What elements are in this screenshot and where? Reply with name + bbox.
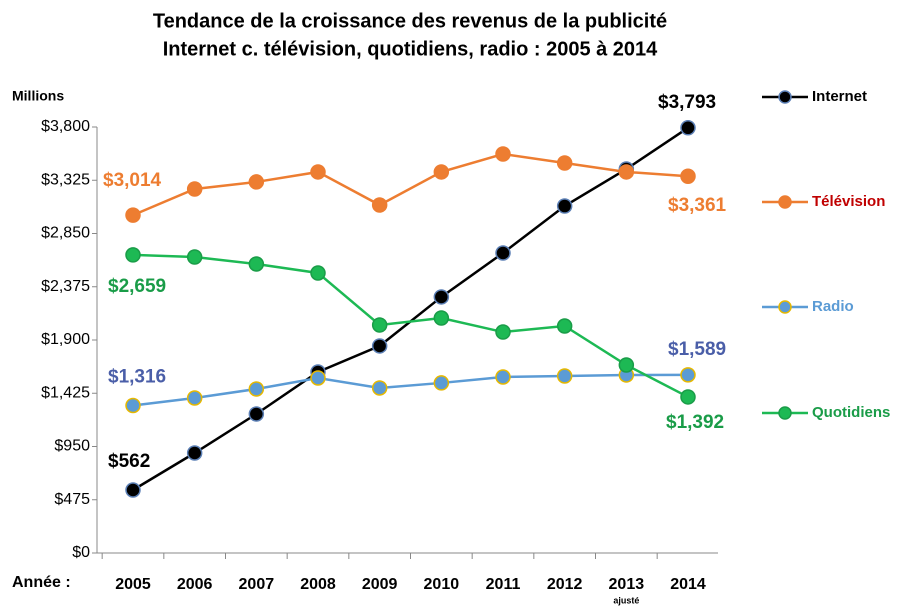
x-tick-label: 2012: [547, 576, 583, 593]
series-line: [132, 152, 689, 217]
data-point: [310, 370, 326, 386]
x-axis-label: Année :: [12, 574, 71, 591]
x-tick-label: 2009: [362, 576, 398, 593]
data-point: [371, 317, 388, 333]
chart-title: Tendance de la croissance des revenus de…: [153, 10, 667, 32]
data-point: [310, 265, 326, 281]
data-point: [618, 164, 635, 180]
data-point: [125, 207, 141, 223]
data-point: [495, 369, 511, 385]
data-point: [433, 375, 450, 391]
data-point: [495, 245, 511, 261]
legend-marker: [778, 90, 792, 104]
data-label: $2,659: [108, 276, 166, 297]
y-axis-label: Millions: [12, 88, 64, 104]
x-tick-label: 2007: [239, 576, 275, 593]
data-point: [186, 249, 203, 265]
x-tick-label: 2013: [609, 576, 645, 593]
data-label: $3,793: [658, 92, 716, 113]
data-point: [371, 380, 388, 396]
x-tick-label: 2014: [670, 576, 706, 593]
x-tick-label: 2006: [177, 576, 213, 593]
data-point: [680, 168, 696, 184]
series-line: [132, 373, 689, 407]
x-tick-label: 2005: [115, 576, 151, 593]
data-point: [125, 397, 141, 414]
data-point: [310, 164, 326, 180]
data-label: $1,392: [666, 412, 724, 433]
legend-label: Radio: [812, 298, 854, 315]
y-tick-label: $0: [72, 544, 90, 561]
data-point: [125, 482, 141, 498]
data-point: [248, 256, 265, 272]
data-point: [371, 197, 388, 213]
x-tick-label: 2011: [486, 576, 521, 593]
data-label: $3,014: [103, 170, 162, 191]
legend-marker: [778, 300, 792, 314]
legend-label: Télévision: [812, 193, 885, 210]
legend-label: Quotidiens: [812, 404, 890, 421]
data-point: [618, 357, 635, 373]
y-tick-label: $950: [54, 438, 90, 455]
data-point: [556, 198, 573, 214]
data-point: [433, 164, 450, 180]
y-tick-label: $3,800: [41, 118, 90, 135]
data-label: $562: [108, 451, 150, 472]
chart-title: Internet c. télévision, quotidiens, radi…: [163, 38, 658, 60]
data-point: [680, 367, 696, 383]
legend-label: Internet: [812, 88, 867, 105]
data-point: [680, 120, 696, 136]
data-point: [680, 389, 696, 405]
series-line: [132, 126, 689, 492]
data-point: [433, 289, 450, 305]
data-point: [125, 247, 141, 263]
y-tick-label: $2,375: [41, 278, 90, 295]
y-tick-label: $475: [54, 491, 90, 508]
data-point: [186, 181, 203, 197]
y-tick-label: $1,900: [41, 331, 90, 348]
data-point: [248, 174, 265, 190]
data-point: [186, 390, 203, 406]
annotation: ajusté: [613, 595, 639, 605]
legend-marker: [778, 406, 792, 420]
x-tick-label: 2008: [300, 576, 336, 593]
data-point: [186, 445, 203, 461]
x-tick-label: 2010: [424, 576, 460, 593]
y-tick-label: $3,325: [41, 171, 90, 188]
data-label: $1,316: [108, 366, 166, 387]
data-point: [433, 310, 450, 326]
data-point: [556, 155, 573, 171]
data-point: [371, 338, 388, 354]
legend-marker: [778, 195, 792, 209]
data-point: [495, 146, 511, 162]
data-point: [248, 406, 265, 422]
y-tick-label: $1,425: [41, 384, 90, 401]
series-line: [132, 253, 689, 399]
data-point: [556, 368, 573, 384]
data-point: [556, 318, 573, 334]
data-point: [248, 381, 265, 397]
data-label: $3,361: [668, 195, 727, 216]
data-label: $1,589: [668, 339, 726, 360]
data-point: [495, 324, 511, 340]
y-tick-label: $2,850: [41, 225, 90, 242]
